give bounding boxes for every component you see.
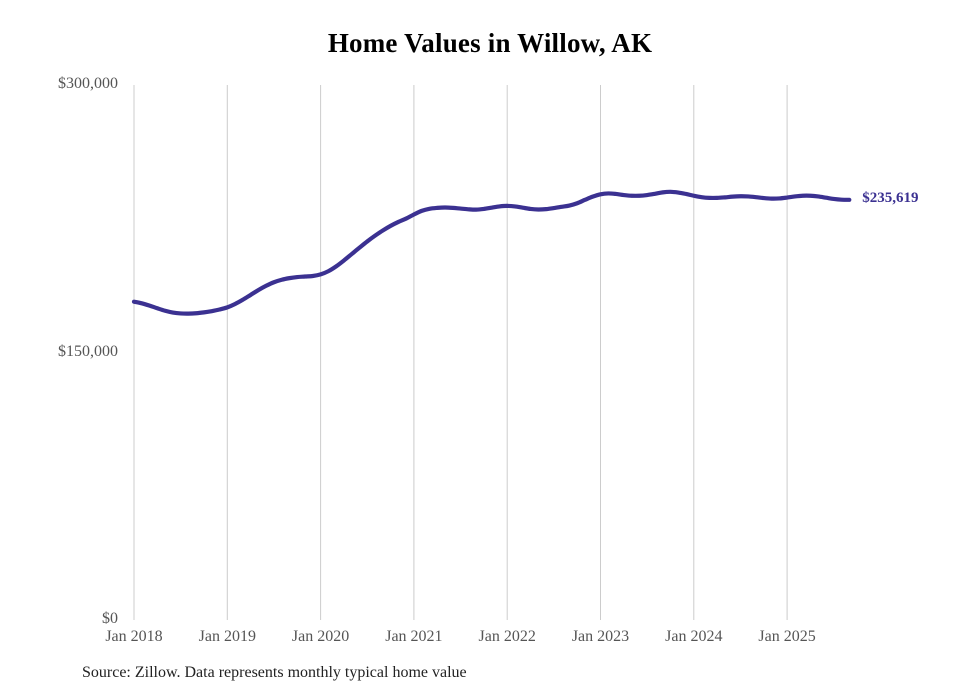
x-tick-label-jan-2019: Jan 2019: [198, 628, 256, 645]
y-tick-label-150000: $150,000: [58, 342, 118, 360]
plot-area: [131, 85, 852, 620]
x-tick-label-jan-2018: Jan 2018: [105, 628, 163, 645]
x-tick-label-jan-2025: Jan 2025: [758, 628, 816, 645]
x-tick-label-jan-2023: Jan 2023: [571, 628, 630, 645]
data-series-group: [131, 189, 852, 316]
x-tick-label-jan-2022: Jan 2022: [478, 628, 536, 645]
y-tick-label-300000: $300,000: [58, 75, 118, 92]
x-tick-label-jan-2024: Jan 2024: [665, 628, 723, 645]
y-tick-label-0: $0: [102, 610, 118, 627]
plot-svg: [131, 85, 852, 620]
data-line-typical-home-value: [131, 189, 852, 316]
x-tick-label-jan-2020: Jan 2020: [291, 628, 350, 645]
end-value-annotation: $235,619: [862, 189, 919, 206]
x-tick-label-jan-2021: Jan 2021: [385, 628, 443, 645]
source-note: Source: Zillow. Data represents monthly …: [82, 664, 467, 681]
gridline-group: [133, 85, 788, 620]
chart-title: Home Values in Willow, AK: [327, 28, 653, 58]
